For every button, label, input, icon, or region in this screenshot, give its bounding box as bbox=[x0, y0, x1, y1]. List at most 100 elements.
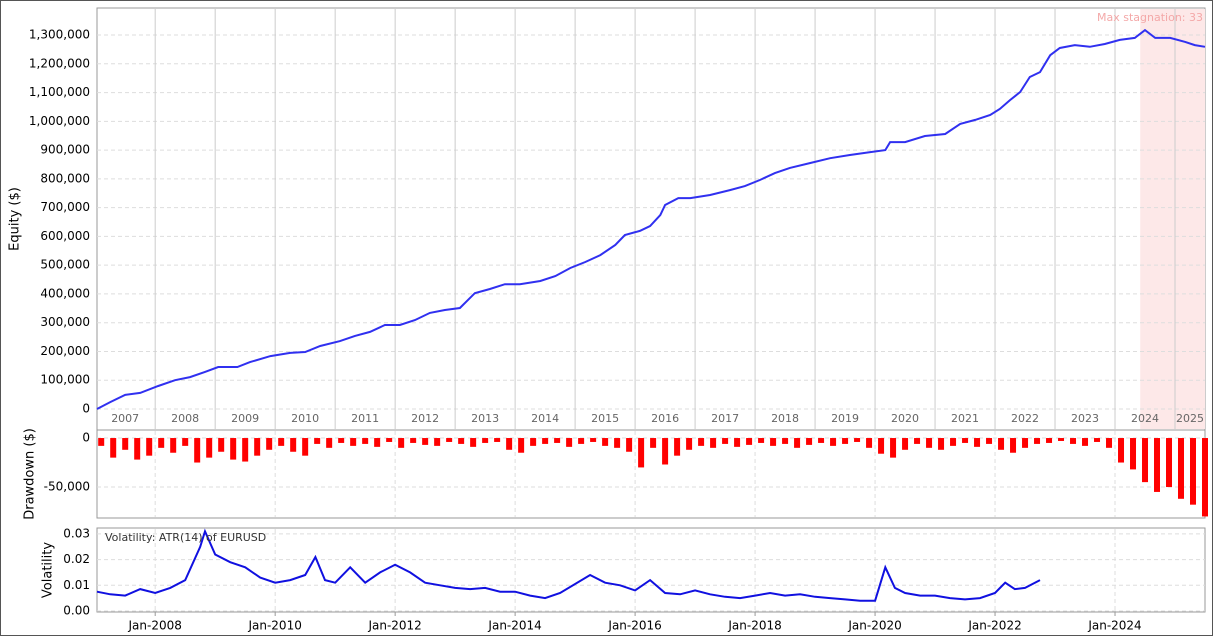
bar bbox=[446, 438, 453, 442]
bar bbox=[266, 438, 273, 450]
stagnation-band bbox=[1140, 9, 1205, 429]
bar bbox=[938, 438, 945, 450]
bar bbox=[290, 438, 297, 452]
series-line bbox=[96, 28, 1206, 410]
bar bbox=[242, 438, 249, 462]
bar bbox=[1118, 438, 1125, 463]
annotation: Max stagnation: 33 bbox=[1097, 11, 1203, 24]
bar bbox=[986, 438, 993, 444]
bar bbox=[566, 438, 573, 447]
year-label: 2016 bbox=[651, 412, 679, 425]
bar bbox=[902, 438, 909, 450]
bar bbox=[794, 438, 801, 448]
bar bbox=[914, 438, 921, 444]
year-label: 2015 bbox=[591, 412, 619, 425]
year-label: 2017 bbox=[711, 412, 739, 425]
bar bbox=[170, 438, 177, 453]
bar bbox=[1070, 438, 1077, 444]
bar bbox=[950, 438, 957, 446]
x-tick-label: Jan-2022 bbox=[967, 619, 1021, 633]
bar bbox=[98, 438, 105, 446]
x-tick-label: Jan-2014 bbox=[487, 619, 541, 633]
x-tick-label: Jan-2018 bbox=[727, 619, 781, 633]
y-tick-label: 900,000 bbox=[40, 143, 90, 157]
year-label: 2023 bbox=[1071, 412, 1099, 425]
y-tick-label: -50,000 bbox=[44, 480, 90, 494]
bar bbox=[218, 438, 225, 452]
x-tick-label: Jan-2012 bbox=[367, 619, 421, 633]
bar bbox=[662, 438, 669, 465]
bar bbox=[698, 438, 705, 446]
year-label: 2020 bbox=[891, 412, 919, 425]
year-label: 2014 bbox=[531, 412, 559, 425]
bar bbox=[182, 438, 189, 446]
bar bbox=[614, 438, 621, 448]
bar bbox=[482, 438, 489, 443]
annotation: Volatility: ATR(14) of EURUSD bbox=[105, 531, 266, 544]
series-line bbox=[96, 528, 1041, 602]
year-label: 2012 bbox=[411, 412, 439, 425]
y-tick-label: 600,000 bbox=[40, 229, 90, 243]
y-tick-label: 100,000 bbox=[40, 373, 90, 387]
y-tick-label: 0.03 bbox=[63, 526, 90, 540]
bar bbox=[854, 438, 861, 442]
year-label: 2024 bbox=[1131, 412, 1159, 425]
bar bbox=[1094, 438, 1101, 442]
year-label: 2025 bbox=[1176, 412, 1204, 425]
bar bbox=[1106, 438, 1113, 448]
bar bbox=[314, 438, 321, 444]
bar bbox=[1142, 438, 1149, 483]
x-tick-label: Jan-2010 bbox=[247, 619, 301, 633]
bar bbox=[110, 438, 117, 458]
bar bbox=[374, 438, 381, 447]
bar bbox=[1082, 438, 1089, 446]
plot-area bbox=[96, 527, 1206, 613]
bar bbox=[650, 438, 657, 448]
bar bbox=[278, 438, 285, 446]
plot-area bbox=[96, 7, 1206, 431]
bar bbox=[782, 438, 789, 444]
year-label: 2011 bbox=[351, 412, 379, 425]
bar bbox=[362, 438, 369, 444]
bar bbox=[590, 438, 597, 442]
bar bbox=[722, 438, 729, 444]
bar bbox=[494, 438, 501, 442]
y-tick-label: 400,000 bbox=[40, 286, 90, 300]
bar bbox=[230, 438, 237, 460]
x-tick-label: Jan-2016 bbox=[607, 619, 661, 633]
bar bbox=[770, 438, 777, 446]
bar bbox=[806, 438, 813, 445]
bar bbox=[506, 438, 513, 450]
y-tick-label: 800,000 bbox=[40, 171, 90, 185]
bar bbox=[470, 438, 477, 447]
bar bbox=[122, 438, 129, 450]
bar bbox=[674, 438, 681, 456]
bar bbox=[458, 438, 465, 444]
bar bbox=[1010, 438, 1017, 453]
year-label: 2022 bbox=[1011, 412, 1039, 425]
bar bbox=[1058, 438, 1065, 441]
y-axis-title: Volatility bbox=[41, 542, 56, 598]
y-axis-title: Drawdown ($) bbox=[23, 428, 38, 520]
bar bbox=[146, 438, 153, 456]
x-tick-label: Jan-2024 bbox=[1087, 619, 1141, 633]
bar bbox=[758, 438, 765, 443]
bar bbox=[518, 438, 525, 453]
y-tick-label: 1,300,000 bbox=[29, 28, 90, 42]
year-label: 2021 bbox=[951, 412, 979, 425]
bar bbox=[1022, 438, 1029, 448]
y-tick-label: 700,000 bbox=[40, 200, 90, 214]
year-label: 2008 bbox=[171, 412, 199, 425]
bar bbox=[746, 438, 753, 445]
bar bbox=[602, 438, 609, 446]
bar bbox=[818, 438, 825, 443]
y-tick-label: 300,000 bbox=[40, 315, 90, 329]
y-tick-label: 0 bbox=[82, 402, 90, 416]
y-tick-label: 0.00 bbox=[63, 603, 90, 617]
bar bbox=[926, 438, 933, 448]
bar bbox=[434, 438, 441, 446]
bar bbox=[410, 438, 417, 443]
bar bbox=[878, 438, 885, 454]
bar bbox=[974, 438, 981, 447]
